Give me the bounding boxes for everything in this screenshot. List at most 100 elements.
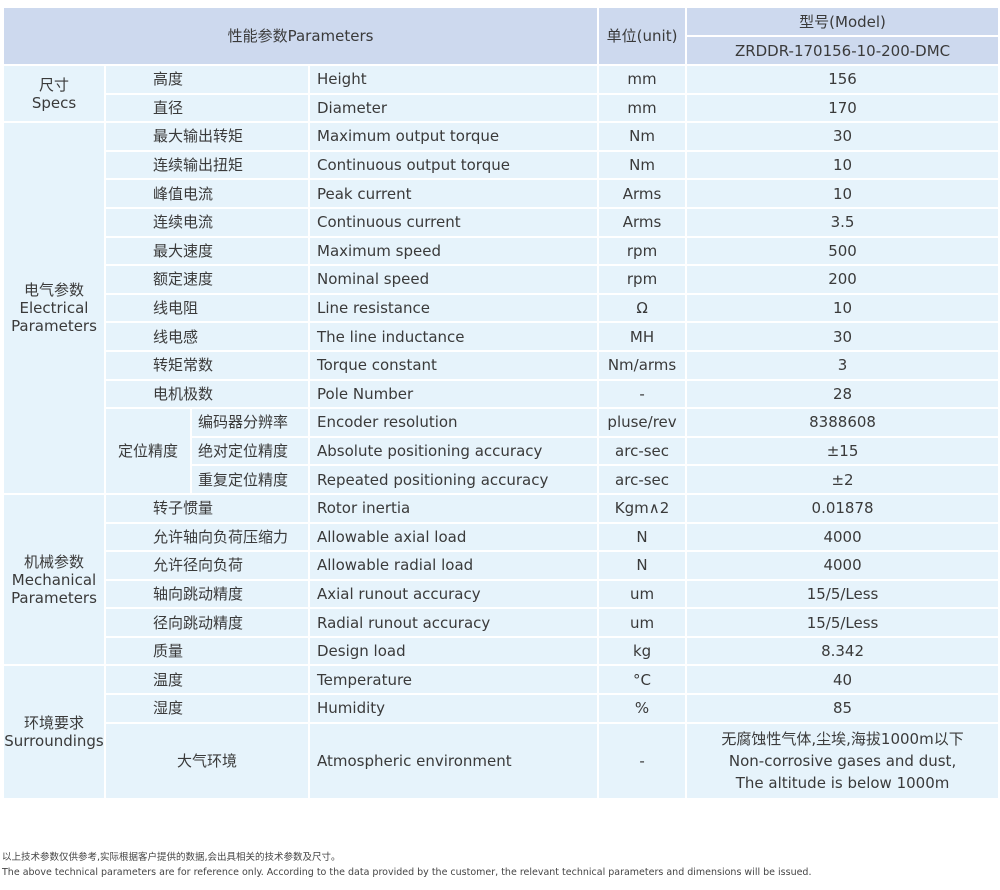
param-name-cn: 线电阻 <box>104 292 310 324</box>
param-name-cn: 大气环境 <box>104 721 310 800</box>
table-row: 连续电流 Continuous current Arms 3.5 <box>3 206 1000 238</box>
model-label-header: 型号(Model) <box>685 6 1000 37</box>
param-unit: rpm <box>597 264 688 295</box>
param-name-en: Line resistance <box>307 292 600 324</box>
table-row: 尺寸 Specs 高度 Height mm 156 <box>2 63 1000 124</box>
footnotes: 以上技术参数仅供参考,实际根据客户提供的数据,会出具相关的技术参数及尺寸。 Th… <box>2 850 811 880</box>
param-name-en: Design load <box>307 635 600 667</box>
table-row: 轴向跳动精度 Axial runout accuracy um 15/5/Less <box>3 578 1000 610</box>
group-label: 机械参数 Mechanical Parameters <box>2 492 106 667</box>
table-row: 额定速度 Nominal speed rpm 200 <box>3 264 1000 295</box>
param-name-cn: 线电感 <box>104 321 310 352</box>
group-label-en: Specs <box>31 93 77 112</box>
param-unit: °C <box>597 664 688 696</box>
param-value: 3 <box>685 349 1000 381</box>
param-name-cn: 转矩常数 <box>104 349 310 381</box>
param-unit: N <box>597 550 688 581</box>
param-value: ±15 <box>685 435 1000 467</box>
param-value: 8388608 <box>685 407 1000 438</box>
param-name-en: Allowable axial load <box>307 521 600 553</box>
note-cn: 以上技术参数仅供参考,实际根据客户提供的数据,会出具相关的技术参数及尺寸。 <box>2 852 341 863</box>
param-name-cn: 额定速度 <box>104 264 310 295</box>
subgroup-label: 定位精度 <box>104 407 192 495</box>
param-unit: - <box>597 378 688 410</box>
table-row: 湿度 Humidity% 85 <box>3 693 1000 724</box>
model-name: ZRDDR-170156-10-200-DMC <box>685 35 1000 66</box>
table-row: 最大速度 Maximum speed rpm 500 <box>3 235 1000 267</box>
table-row: 定位精度 编码器分辨率 Encoder resolution pluse/rev 838… <box>3 407 1000 495</box>
group-label-cn: 尺寸 <box>38 75 69 94</box>
param-name-cn: 连续电流 <box>104 206 310 238</box>
param-value: 200 <box>685 264 1000 295</box>
param-unit: arc-sec <box>597 435 688 467</box>
param-unit: pluse/rev <box>597 407 688 438</box>
param-name-en: Peak current <box>307 178 600 209</box>
param-value: 0.01878 <box>685 492 1000 524</box>
param-name-en: Radial runout accuracy <box>307 607 600 638</box>
param-name-cn: 转子惯量 <box>104 492 310 524</box>
param-name-cn: 径向跳动精度 <box>104 607 310 638</box>
param-name-cn: 连续输出扭矩 <box>104 149 310 181</box>
param-name-cn: 允许径向负荷 <box>104 550 310 581</box>
spec-body: 尺寸 Specs 高度 Height mm 156 直径 Diameter mm 170 电气参数 E… <box>2 63 1000 800</box>
group-label: 电气参数 Electrical Parameters <box>2 121 106 495</box>
table-row: 允许径向负荷 Allowable radial load N 4000 <box>3 550 1000 581</box>
param-name-cn: 重复定位精度 <box>190 464 310 495</box>
param-name-en: Atmospheric environment <box>307 721 600 800</box>
param-name-cn: 绝对定位精度 <box>190 435 310 467</box>
param-unit: rpm <box>597 235 688 267</box>
table-row: 线电感 The line inductance MH 30 <box>3 321 1000 352</box>
param-unit: - <box>597 721 688 800</box>
param-value: 85 <box>685 693 1000 724</box>
param-unit: Kgm∧2 <box>597 492 688 524</box>
param-name-en: Height <box>307 64 600 95</box>
param-value: 170 <box>685 92 1000 124</box>
param-value: 15/5/Less <box>685 607 1000 638</box>
param-value: 10 <box>685 292 1000 324</box>
param-name-cn: 高度 <box>104 64 310 95</box>
table-row: 重复定位精度 Repeated positioning accuracy arc-s… <box>3 464 1000 495</box>
param-name-en: Rotor inertia <box>307 492 600 524</box>
group-label-cn: 环境要求 <box>23 714 84 733</box>
param-name-en: Continuous current <box>307 206 600 238</box>
param-unit: Arms <box>597 206 688 238</box>
table-row: 直径 Diameter mm 170 <box>3 92 1000 124</box>
header-row: 性能参数Parameters 单位(unit) 型号(Model) <box>1 6 1000 66</box>
unit-header: 单位(unit) <box>597 6 688 66</box>
param-name-en: Pole Number <box>307 378 600 410</box>
note-en: The above technical parameters are for r… <box>2 867 812 878</box>
param-unit: kg <box>597 635 688 667</box>
param-name-cn: 编码器分辨率 <box>190 407 310 438</box>
param-name-en: Repeated positioning accuracy <box>307 464 600 495</box>
param-name-en: Encoder resolution <box>307 407 600 438</box>
param-value: 3.5 <box>685 206 1000 238</box>
table-row: 电机极数 Pole Number -28 <box>3 378 1000 410</box>
param-value: 4000 <box>685 521 1000 553</box>
param-name-en: Allowable radial load <box>307 550 600 581</box>
param-name-cn: 轴向跳动精度 <box>104 578 310 610</box>
group-label-en: Surroundings <box>4 732 104 751</box>
param-name-cn: 最大速度 <box>104 235 310 267</box>
table-row: 环境要求 Surroundings 温度 Temperature °C 40 <box>2 664 1000 800</box>
param-unit: Ω <box>597 292 688 324</box>
param-name-en: Continuous output torque <box>307 149 600 181</box>
param-name-en: Maximum speed <box>307 235 600 267</box>
param-name-en: Axial runout accuracy <box>307 578 600 610</box>
param-unit: Nm <box>597 149 688 181</box>
param-unit: mm <box>597 92 688 124</box>
param-value: 15/5/Less <box>685 578 1000 610</box>
param-name-cn: 电机极数 <box>104 378 310 410</box>
group-label-en: Electrical Parameters <box>11 299 97 336</box>
param-unit: Nm/arms <box>597 349 688 381</box>
param-value: 4000 <box>685 550 1000 581</box>
param-name-en: The line inductance <box>307 321 600 352</box>
table-row: 机械参数 Mechanical Parameters 转子惯量 Rotor inert… <box>2 492 1000 667</box>
param-name-cn: 湿度 <box>104 693 310 724</box>
group-label-cn: 机械参数 <box>23 552 84 571</box>
table-row: 峰值电流 Peak current Arms 10 <box>3 178 1000 209</box>
param-value: 500 <box>685 235 1000 267</box>
table-row: 质量 Design load kg 8.342 <box>3 635 1000 667</box>
table-row: 大气环境 Atmospheric environment - 无腐蚀性气体,尘埃,海拔… <box>3 721 1000 800</box>
spec-table: 性能参数Parameters 单位(unit) 型号(Model) ZRDDR-… <box>1 6 1000 800</box>
param-unit: MH <box>597 321 688 352</box>
